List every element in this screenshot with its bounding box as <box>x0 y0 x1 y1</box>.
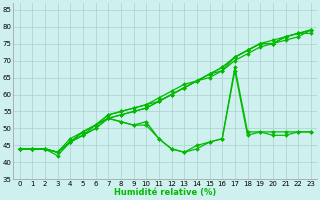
X-axis label: Humidité relative (%): Humidité relative (%) <box>114 188 216 197</box>
